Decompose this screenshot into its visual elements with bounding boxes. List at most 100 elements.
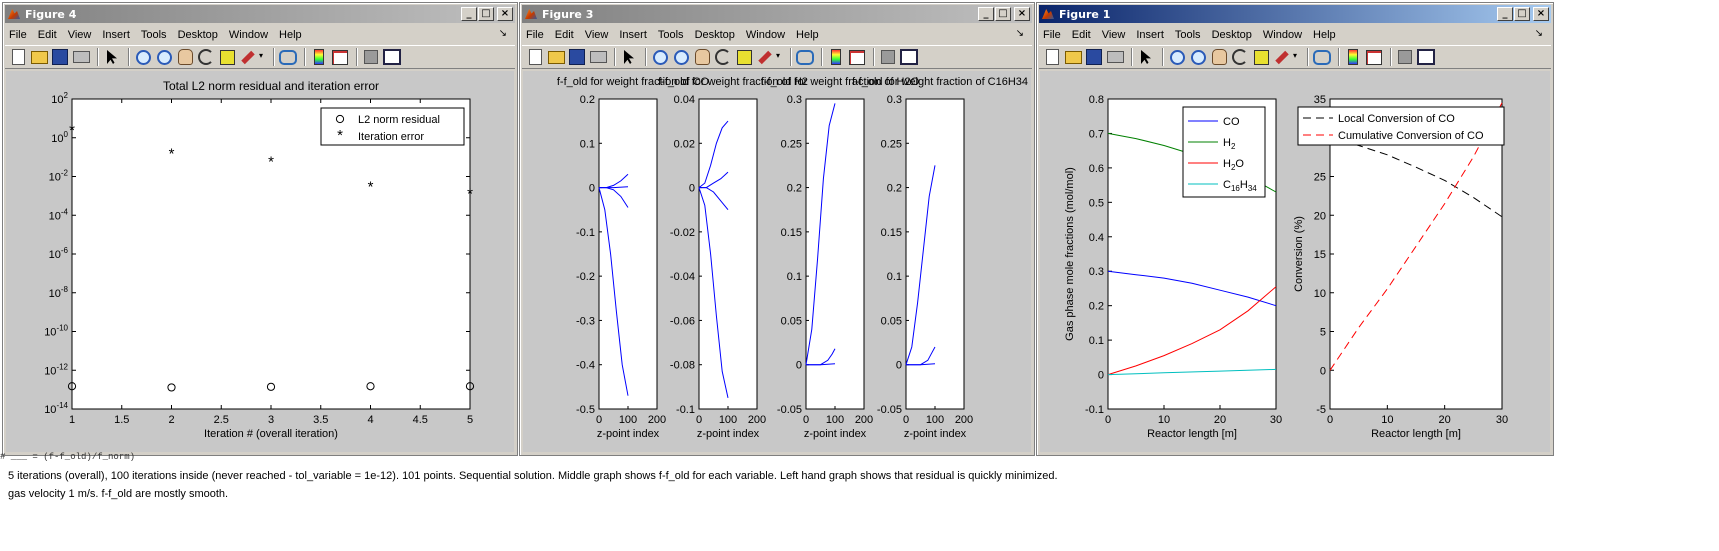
title-bar[interactable]: Figure 4 _ □ × [5, 5, 515, 23]
menu-tools[interactable]: Tools [140, 28, 167, 41]
pan-icon[interactable] [1210, 48, 1228, 66]
legend-icon[interactable] [848, 48, 866, 66]
show-plot-tools-icon[interactable] [383, 48, 401, 66]
menu-edit[interactable]: Edit [37, 28, 57, 41]
rotate-3d-icon[interactable] [197, 48, 215, 66]
menu-edit[interactable]: Edit [1071, 28, 1091, 41]
maximize-button[interactable]: □ [1514, 7, 1530, 21]
dock-arrow-icon[interactable]: ↘ [1534, 28, 1543, 39]
figure-canvas[interactable]: 0 10 20 30 0.8 0.7 0.6 0.5 0.4 0.3 0.2 0.1 0 -0.1 Reac… [1040, 71, 1550, 452]
title-bar[interactable]: Figure 1 _ □ × [1039, 5, 1551, 23]
menu-help[interactable]: Help [1313, 28, 1336, 41]
menu-insert[interactable]: Insert [619, 28, 647, 41]
print-icon[interactable] [589, 48, 607, 66]
zoom-out-icon[interactable] [672, 48, 690, 66]
menu-window[interactable]: Window [228, 28, 269, 41]
zoom-in-icon[interactable] [651, 48, 669, 66]
new-figure-icon[interactable] [1043, 48, 1061, 66]
axes-delta[interactable] [805, 98, 865, 410]
hide-plot-tools-icon[interactable] [1396, 48, 1414, 66]
menu-insert[interactable]: Insert [1136, 28, 1164, 41]
pan-icon[interactable] [693, 48, 711, 66]
menu-help[interactable]: Help [796, 28, 819, 41]
minimize-button[interactable]: _ [978, 7, 994, 21]
axes-reactor[interactable] [1329, 98, 1503, 410]
zoom-in-icon[interactable] [1168, 48, 1186, 66]
axes-residual[interactable] [71, 98, 471, 410]
link-plot-icon[interactable] [279, 48, 297, 66]
colorbar-icon[interactable] [827, 48, 845, 66]
link-plot-icon[interactable] [796, 48, 814, 66]
menu-tools[interactable]: Tools [1174, 28, 1201, 41]
colorbar-icon[interactable] [1344, 48, 1362, 66]
menu-insert[interactable]: Insert [102, 28, 130, 41]
menu-file[interactable]: File [1043, 28, 1061, 41]
brush-icon[interactable] [1273, 48, 1297, 66]
colorbar-icon[interactable] [310, 48, 328, 66]
menu-view[interactable]: View [1101, 28, 1126, 41]
window-fig4[interactable]: Figure 4 _ □ × File Edit View Insert Tools Deskto… [2, 2, 518, 456]
zoom-in-icon[interactable] [134, 48, 152, 66]
save-icon[interactable] [568, 48, 586, 66]
close-button[interactable]: × [497, 7, 513, 21]
window-fig1[interactable]: Figure 1 _ □ × File Edit View Insert Tools Deskto… [1036, 2, 1554, 456]
hide-plot-tools-icon[interactable] [879, 48, 897, 66]
brush-icon[interactable] [239, 48, 263, 66]
rotate-3d-icon[interactable] [1231, 48, 1249, 66]
brush-icon[interactable] [756, 48, 780, 66]
edit-plot-icon[interactable] [103, 48, 121, 66]
window-fig3[interactable]: Figure 3 _ □ × File Edit View Insert Tools Deskto… [519, 2, 1035, 456]
data-cursor-icon[interactable] [1252, 48, 1270, 66]
new-figure-icon[interactable] [9, 48, 27, 66]
print-icon[interactable] [72, 48, 90, 66]
menu-view[interactable]: View [584, 28, 609, 41]
show-plot-tools-icon[interactable] [1417, 48, 1435, 66]
legend-icon[interactable] [331, 48, 349, 66]
rotate-3d-icon[interactable] [714, 48, 732, 66]
edit-plot-icon[interactable] [1137, 48, 1155, 66]
open-file-icon[interactable] [1064, 48, 1082, 66]
legend[interactable] [320, 107, 465, 146]
print-icon[interactable] [1106, 48, 1124, 66]
legend[interactable] [1182, 106, 1266, 198]
legend-icon[interactable] [1365, 48, 1383, 66]
edit-plot-icon[interactable] [620, 48, 638, 66]
menu-tools[interactable]: Tools [657, 28, 684, 41]
menu-file[interactable]: File [526, 28, 544, 41]
link-plot-icon[interactable] [1313, 48, 1331, 66]
menu-window[interactable]: Window [745, 28, 786, 41]
title-bar[interactable]: Figure 3 _ □ × [522, 5, 1032, 23]
show-plot-tools-icon[interactable] [900, 48, 918, 66]
menu-desktop[interactable]: Desktop [177, 28, 218, 41]
menu-help[interactable]: Help [279, 28, 302, 41]
data-cursor-icon[interactable] [735, 48, 753, 66]
open-file-icon[interactable] [30, 48, 48, 66]
axes-delta[interactable] [905, 98, 965, 410]
data-cursor-icon[interactable] [218, 48, 236, 66]
zoom-out-icon[interactable] [155, 48, 173, 66]
hide-plot-tools-icon[interactable] [362, 48, 380, 66]
dock-arrow-icon[interactable]: ↘ [1015, 28, 1024, 39]
menu-window[interactable]: Window [1262, 28, 1303, 41]
legend[interactable] [1297, 106, 1505, 146]
axes-delta[interactable] [698, 98, 758, 410]
close-button[interactable]: × [1533, 7, 1549, 21]
pan-icon[interactable] [176, 48, 194, 66]
save-icon[interactable] [1085, 48, 1103, 66]
maximize-button[interactable]: □ [995, 7, 1011, 21]
menu-desktop[interactable]: Desktop [694, 28, 735, 41]
save-icon[interactable] [51, 48, 69, 66]
menu-edit[interactable]: Edit [554, 28, 574, 41]
zoom-out-icon[interactable] [1189, 48, 1207, 66]
menu-view[interactable]: View [67, 28, 92, 41]
minimize-button[interactable]: _ [1497, 7, 1513, 21]
axes-delta[interactable] [598, 98, 658, 410]
figure-canvas[interactable]: Total L2 norm residual and iteration err… [6, 71, 514, 452]
dock-arrow-icon[interactable]: ↘ [498, 28, 507, 39]
minimize-button[interactable]: _ [461, 7, 477, 21]
new-figure-icon[interactable] [526, 48, 544, 66]
maximize-button[interactable]: □ [478, 7, 494, 21]
open-file-icon[interactable] [547, 48, 565, 66]
close-button[interactable]: × [1014, 7, 1030, 21]
menu-desktop[interactable]: Desktop [1211, 28, 1252, 41]
